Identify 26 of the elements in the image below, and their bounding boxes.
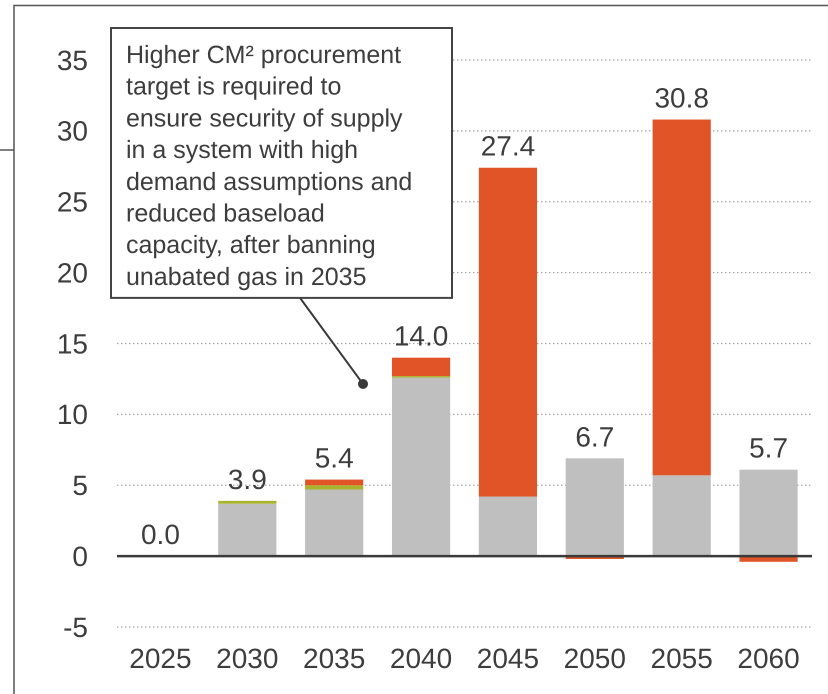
y-tick-label: 0	[72, 540, 88, 572]
x-tick-label: 2045	[476, 643, 540, 674]
y-tick-label: 30	[56, 116, 88, 147]
total-label: 30.8	[654, 82, 709, 114]
total-label: 0.0	[140, 519, 180, 550]
total-label: 5.4	[314, 442, 354, 474]
annotation: Higher CM² procurement target is required to ensure security of supply in a system with high demand assumptions and reduced baseload capacity, after banning unabated gas in 2035	[126, 41, 412, 291]
x-tick-label: 2050	[564, 643, 626, 674]
total-label: 5.7	[749, 432, 788, 464]
y-tick-label: -5	[63, 612, 88, 643]
total-label: 27.4	[480, 130, 536, 162]
x-tick-label: 2030	[216, 643, 278, 674]
y-tick-label: 10	[56, 399, 88, 430]
total-label: 3.9	[228, 464, 267, 495]
total-label: 6.7	[575, 421, 614, 452]
x-tick-label: 2035	[303, 643, 366, 674]
y-tick-label: 35	[56, 44, 88, 76]
total-label: 14.0	[394, 320, 448, 352]
y-tick-label: 25	[56, 186, 88, 218]
x-tick-label: 2025	[129, 643, 192, 674]
x-tick-label: 2040	[390, 643, 452, 674]
x-tick-label: 2060	[737, 643, 800, 674]
y-tick-label: 20	[56, 257, 88, 288]
x-tick-label: 2055	[650, 643, 713, 674]
y-tick-label: 15	[56, 328, 88, 360]
y-tick-label: 5	[72, 470, 88, 502]
